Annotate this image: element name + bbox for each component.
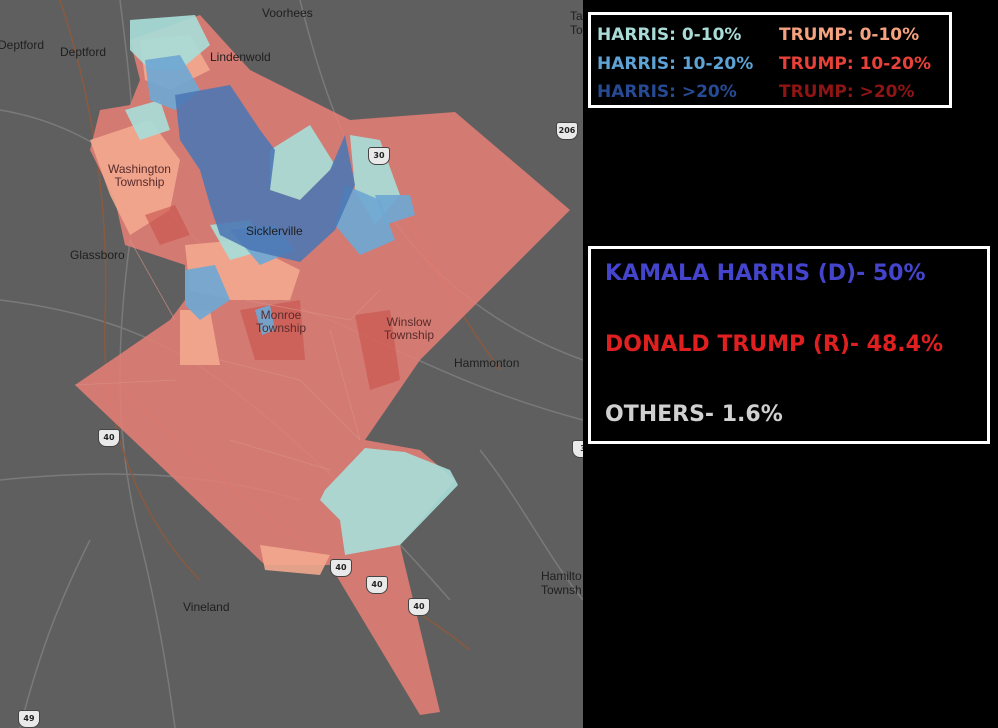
info-panel	[583, 0, 998, 728]
place-label: Voorhees	[262, 6, 313, 20]
legend-box: HARRIS: 0-10% TRUMP: 0-10% HARRIS: 10-20…	[588, 12, 952, 108]
place-label: Monroe Township	[256, 308, 307, 335]
route-shield: 40	[330, 559, 352, 577]
place-label: Deptford	[0, 38, 45, 52]
map-area[interactable]: Voorhees Deptford Deptford Lindenwold Wa…	[0, 0, 583, 728]
route-shield: 206	[556, 122, 578, 140]
route-shield: 49	[18, 710, 40, 728]
harris-20plus-districts	[175, 85, 355, 262]
place-label: Lindenwold	[210, 50, 271, 64]
legend-trump-0-10: TRUMP: 0-10%	[779, 25, 920, 45]
place-label: Hammonton	[454, 356, 520, 370]
legend-trump-10-20: TRUMP: 10-20%	[779, 54, 931, 74]
route-shield: 40	[366, 576, 388, 594]
legend-harris-20plus: HARRIS: >20%	[597, 82, 737, 102]
others-result: OTHERS- 1.6%	[605, 402, 783, 427]
place-label: Washington Township	[108, 162, 171, 189]
route-shield: 30	[368, 147, 390, 165]
district-borders	[74, 239, 381, 471]
place-label: Hamilto Townsh	[541, 569, 582, 597]
county-map	[0, 0, 583, 728]
place-label: Glassboro	[70, 248, 125, 262]
route-shield: 3	[572, 440, 583, 458]
place-label: Ta To	[570, 9, 583, 37]
results-box: KAMALA HARRIS (D)- 50% DONALD TRUMP (R)-…	[588, 246, 990, 444]
legend-trump-20plus: TRUMP: >20%	[779, 82, 915, 102]
harris-result: KAMALA HARRIS (D)- 50%	[605, 261, 926, 286]
place-label: Winslow Township	[384, 315, 435, 342]
place-label: Vineland	[183, 600, 230, 614]
legend-harris-10-20: HARRIS: 10-20%	[597, 54, 754, 74]
trump-result: DONALD TRUMP (R)- 48.4%	[605, 332, 943, 357]
place-label: Sicklerville	[246, 224, 303, 238]
legend-harris-0-10: HARRIS: 0-10%	[597, 25, 742, 45]
county-base	[75, 15, 570, 715]
place-label: Deptford	[60, 45, 107, 59]
route-shield: 40	[408, 598, 430, 616]
route-shield: 40	[98, 429, 120, 447]
